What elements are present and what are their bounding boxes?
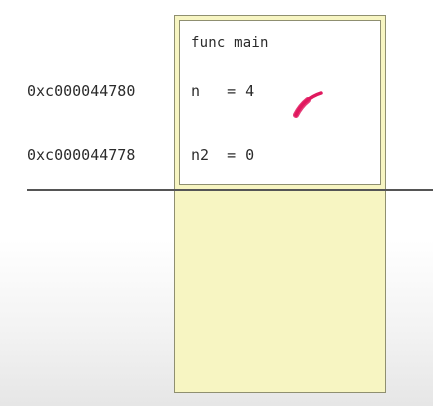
- variable-n: n = 4: [191, 82, 255, 100]
- address-n: 0xc000044780: [27, 82, 136, 100]
- variable-n2: n2 = 0: [191, 146, 255, 164]
- main-stack-frame: [179, 20, 381, 185]
- stack-boundary-line: [27, 189, 433, 191]
- address-n2: 0xc000044778: [27, 146, 136, 164]
- pen-annotation-mark: [293, 91, 323, 118]
- frame-title: func main: [191, 35, 269, 51]
